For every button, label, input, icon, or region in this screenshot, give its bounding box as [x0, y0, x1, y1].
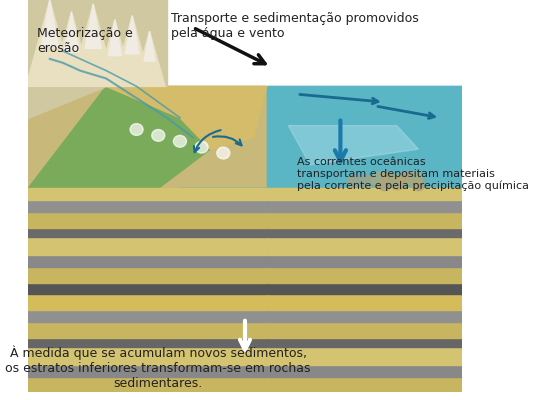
Polygon shape	[71, 4, 116, 86]
Point	[375, 175, 384, 182]
Polygon shape	[28, 294, 267, 310]
Polygon shape	[180, 86, 462, 188]
Polygon shape	[267, 255, 462, 267]
Text: Transporte e sedimentação promovidos
pela água e vento: Transporte e sedimentação promovidos pel…	[172, 12, 419, 40]
Polygon shape	[28, 86, 210, 188]
Polygon shape	[267, 86, 462, 188]
Polygon shape	[28, 0, 167, 118]
Point	[397, 177, 405, 184]
Polygon shape	[267, 212, 462, 228]
Polygon shape	[28, 338, 267, 347]
Polygon shape	[28, 282, 267, 294]
Point	[410, 175, 419, 182]
Polygon shape	[51, 12, 92, 86]
Polygon shape	[144, 31, 155, 61]
Circle shape	[195, 141, 208, 153]
Polygon shape	[28, 267, 267, 282]
Polygon shape	[267, 188, 462, 392]
Polygon shape	[267, 310, 462, 322]
Polygon shape	[267, 294, 462, 310]
Point	[349, 177, 358, 184]
Polygon shape	[96, 20, 133, 86]
Polygon shape	[267, 365, 462, 377]
Polygon shape	[64, 12, 79, 52]
Polygon shape	[28, 377, 267, 392]
Polygon shape	[26, 0, 73, 86]
Circle shape	[130, 124, 143, 135]
Polygon shape	[28, 39, 267, 188]
Polygon shape	[267, 238, 462, 255]
Polygon shape	[267, 188, 462, 200]
Point	[379, 181, 388, 188]
Polygon shape	[288, 126, 419, 165]
Circle shape	[152, 130, 165, 141]
Text: As correntes oceânicas
transportam e depositam materiais
pela corrente e pela pr: As correntes oceânicas transportam e dep…	[297, 157, 529, 191]
Polygon shape	[28, 188, 267, 200]
Polygon shape	[28, 365, 267, 377]
Polygon shape	[267, 228, 462, 238]
Polygon shape	[267, 267, 462, 282]
Polygon shape	[28, 322, 267, 338]
Polygon shape	[267, 377, 462, 392]
Polygon shape	[28, 228, 267, 238]
Polygon shape	[267, 347, 462, 365]
Circle shape	[174, 135, 187, 147]
Polygon shape	[134, 31, 165, 86]
Polygon shape	[28, 255, 267, 267]
Polygon shape	[41, 0, 58, 47]
Polygon shape	[106, 86, 267, 149]
Point	[392, 179, 401, 186]
Point	[401, 174, 410, 180]
Text: À medida que se acumulam novos sedimentos,
os estratos inferiores transformam-se: À medida que se acumulam novos sedimento…	[5, 345, 311, 390]
Polygon shape	[85, 4, 101, 48]
Point	[362, 177, 371, 184]
Polygon shape	[267, 282, 462, 294]
Polygon shape	[267, 200, 462, 212]
Polygon shape	[28, 200, 267, 212]
Polygon shape	[267, 338, 462, 347]
Polygon shape	[28, 310, 267, 322]
Polygon shape	[267, 322, 462, 338]
Point	[414, 181, 423, 188]
Polygon shape	[108, 20, 122, 56]
Polygon shape	[28, 347, 267, 365]
Polygon shape	[125, 16, 139, 54]
Polygon shape	[28, 238, 267, 255]
Polygon shape	[113, 16, 152, 86]
Polygon shape	[28, 188, 267, 392]
Point	[384, 174, 392, 180]
Text: Meteorização e
erosão: Meteorização e erosão	[37, 28, 132, 56]
Circle shape	[217, 147, 230, 159]
Polygon shape	[28, 212, 267, 228]
